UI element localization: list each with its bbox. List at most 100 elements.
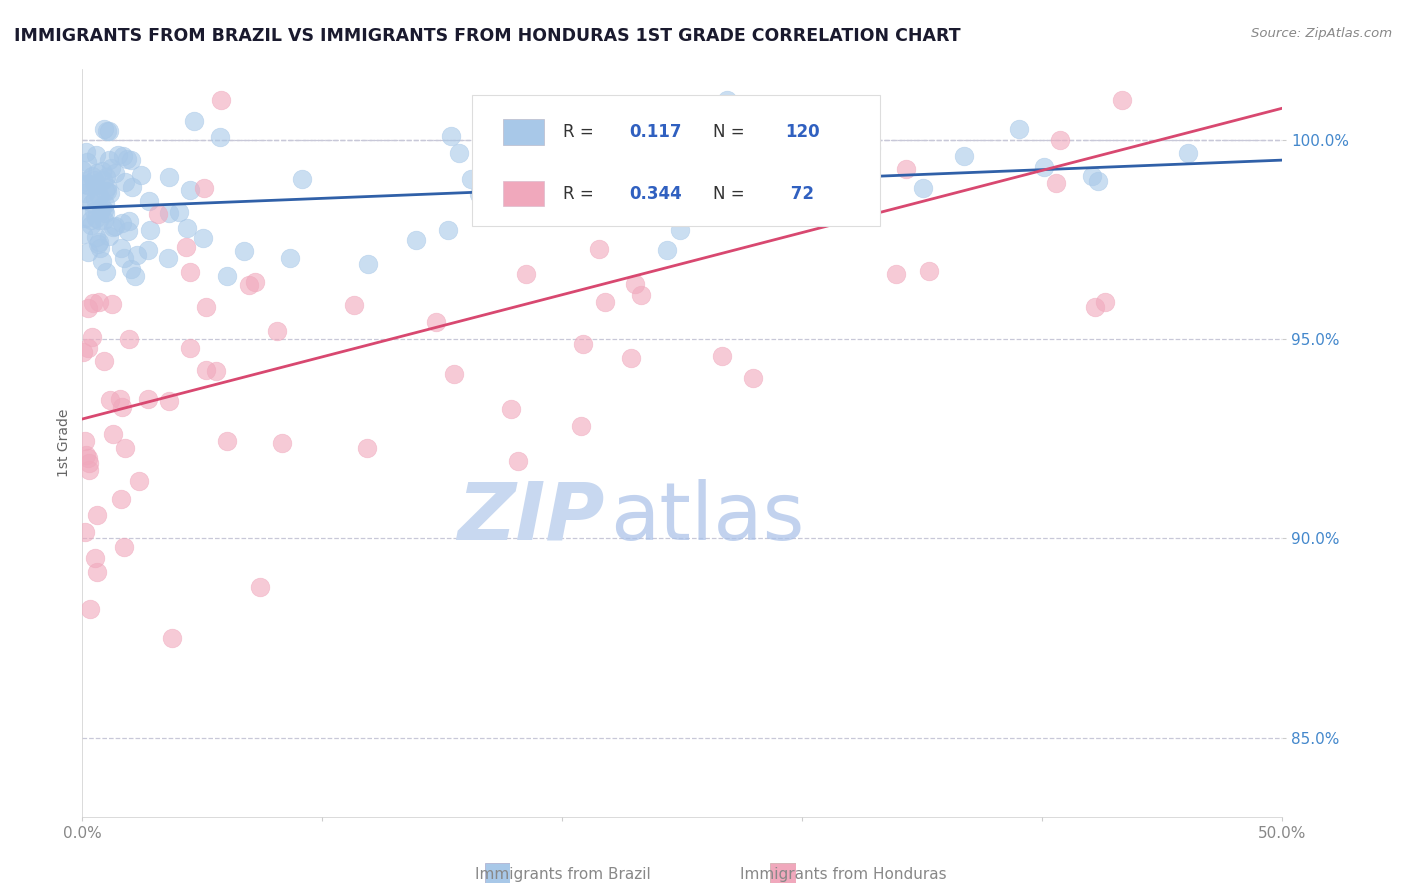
Point xyxy=(96,169,118,184)
Point xyxy=(118,332,141,346)
Point xyxy=(204,364,226,378)
Point xyxy=(117,213,139,227)
Point xyxy=(290,172,312,186)
Point xyxy=(96,180,118,194)
Point xyxy=(83,203,105,218)
Point xyxy=(669,223,692,237)
Point xyxy=(91,200,114,214)
Point xyxy=(98,228,121,243)
Point xyxy=(114,441,136,455)
Point xyxy=(912,181,935,195)
Point xyxy=(1087,174,1109,188)
Point xyxy=(475,188,498,202)
Point xyxy=(82,296,104,310)
Point xyxy=(217,434,239,449)
Point xyxy=(1111,94,1133,108)
Point xyxy=(76,245,98,260)
Point xyxy=(87,295,110,310)
Point xyxy=(104,166,127,180)
Point xyxy=(215,268,238,283)
Point xyxy=(1045,176,1067,190)
Point xyxy=(121,179,143,194)
Point xyxy=(571,336,593,351)
Point xyxy=(179,183,201,197)
Point xyxy=(160,631,183,645)
Point xyxy=(167,204,190,219)
Point xyxy=(117,224,139,238)
Point xyxy=(620,351,643,365)
Point xyxy=(136,392,159,406)
Point xyxy=(93,213,115,227)
Point xyxy=(87,212,110,227)
Point xyxy=(97,153,120,168)
Point xyxy=(723,155,745,169)
Point xyxy=(506,454,529,468)
Point xyxy=(89,241,111,255)
Point xyxy=(87,188,110,202)
Point xyxy=(124,268,146,283)
Point xyxy=(128,474,150,488)
Point xyxy=(655,243,678,257)
Point xyxy=(101,219,124,234)
Point xyxy=(93,197,115,211)
Point xyxy=(114,541,136,555)
Text: Immigrants from Brazil: Immigrants from Brazil xyxy=(475,867,650,881)
Point xyxy=(80,219,103,233)
Text: 120: 120 xyxy=(785,123,820,141)
FancyBboxPatch shape xyxy=(503,120,544,145)
Point xyxy=(75,178,97,192)
Point xyxy=(443,367,465,381)
Point xyxy=(447,145,470,160)
Point xyxy=(94,206,117,220)
Text: 0.344: 0.344 xyxy=(630,185,682,202)
Point xyxy=(76,154,98,169)
Point xyxy=(754,196,776,211)
FancyBboxPatch shape xyxy=(503,181,544,206)
Point xyxy=(460,172,482,186)
Point xyxy=(90,254,112,268)
Point xyxy=(194,362,217,376)
Point xyxy=(77,301,100,315)
Point xyxy=(157,169,180,184)
Point xyxy=(536,104,558,119)
Point xyxy=(110,392,132,406)
Point xyxy=(84,230,107,244)
Text: 0.117: 0.117 xyxy=(630,123,682,141)
Point xyxy=(79,601,101,615)
Point xyxy=(763,177,786,191)
Point xyxy=(596,201,619,215)
Point xyxy=(91,172,114,186)
Point xyxy=(94,265,117,279)
Point xyxy=(125,248,148,262)
Point xyxy=(77,341,100,355)
Text: R =: R = xyxy=(564,123,599,141)
Point xyxy=(75,434,97,448)
Point xyxy=(111,216,134,230)
Text: IMMIGRANTS FROM BRAZIL VS IMMIGRANTS FROM HONDURAS 1ST GRADE CORRELATION CHART: IMMIGRANTS FROM BRAZIL VS IMMIGRANTS FRO… xyxy=(14,27,960,45)
Point xyxy=(72,227,94,241)
Point xyxy=(884,268,907,282)
Point xyxy=(357,257,380,271)
Point xyxy=(436,223,458,237)
Point xyxy=(111,400,134,414)
Point xyxy=(75,145,97,159)
Point xyxy=(94,185,117,199)
Point xyxy=(157,206,180,220)
Point xyxy=(75,448,97,462)
Point xyxy=(1084,301,1107,315)
Point xyxy=(86,565,108,579)
Point xyxy=(569,419,592,434)
Point xyxy=(176,221,198,235)
Point xyxy=(97,123,120,137)
Point xyxy=(547,165,569,179)
Point xyxy=(208,130,231,145)
Point xyxy=(139,222,162,236)
Text: Immigrants from Honduras: Immigrants from Honduras xyxy=(741,867,946,881)
Point xyxy=(80,169,103,184)
Point xyxy=(136,244,159,258)
Point xyxy=(98,186,121,200)
Point xyxy=(110,241,132,255)
Point xyxy=(77,450,100,465)
Point xyxy=(93,202,115,217)
Point xyxy=(156,251,179,265)
